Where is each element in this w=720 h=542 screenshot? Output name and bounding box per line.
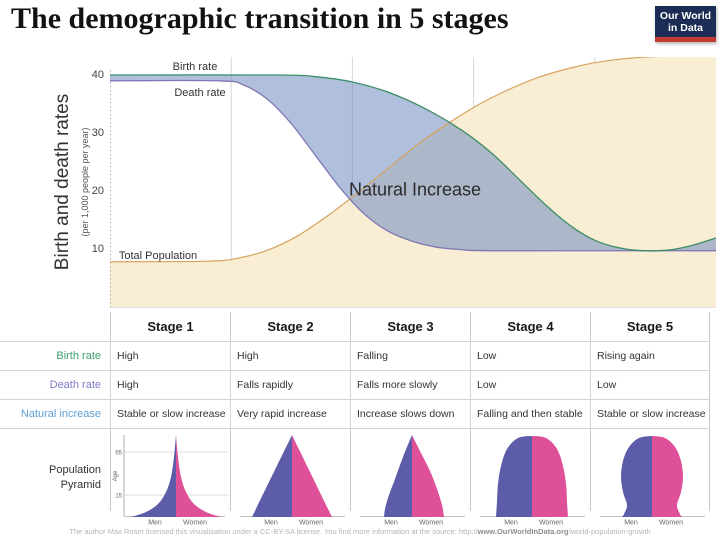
pyramid-women-label: Women: [183, 520, 207, 527]
y-tick-10: 10: [91, 243, 104, 255]
table-cell-r2-stage1: High: [110, 370, 230, 399]
pyramid-label-line2: Pyramid: [60, 478, 101, 491]
pyramid-women-label: Women: [539, 520, 563, 527]
logo-text-line1: Our World: [659, 10, 712, 22]
row-label-death-rate: Death rate: [0, 370, 110, 399]
pyramid-canvas-stage-1: 65 15 Age Men Women: [113, 435, 228, 527]
table-cell-r1-stage3: Falling: [350, 341, 470, 370]
table-cell-r2-stage5: Low: [590, 370, 710, 399]
population-pyramid-stage-3: Men Women: [350, 428, 470, 527]
stage-header-2: Stage 2: [230, 312, 350, 341]
table-cell-r3-stage4: Falling and then stable: [470, 399, 590, 428]
pyramid-canvas-stage-2: Men Women: [240, 435, 345, 527]
pyramid-men-half: [384, 435, 412, 517]
pyramid-women-half: [412, 435, 444, 517]
pyramid-men-label: Men: [148, 520, 162, 527]
stage-header-1: Stage 1: [110, 312, 230, 341]
total-population-curve-label: Total Population: [118, 250, 198, 262]
page-title: The demographic transition in 5 stages: [11, 2, 509, 35]
y-tick-20: 20: [91, 185, 104, 197]
logo-text-line2: in Data: [667, 22, 703, 34]
table-corner-cell: [0, 312, 110, 341]
y-axis-title: Birth and death rates: [52, 93, 73, 271]
pyramid-women-label: Women: [419, 520, 443, 527]
pyramid-men-half: [131, 435, 176, 517]
pyramid-women-label: Women: [659, 520, 683, 527]
pyramid-canvas-stage-5: Men Women: [600, 436, 705, 527]
y-tick-30: 30: [91, 127, 104, 139]
pyramid-men-label: Men: [264, 520, 278, 527]
total-population-line: [110, 57, 659, 263]
natural-increase-band-fill: [110, 74, 716, 251]
chart-canvas: [110, 57, 716, 308]
y-tick-40: 40: [91, 69, 104, 81]
population-pyramid-stage-1: 65 15 Age Men Women: [110, 428, 230, 527]
pyramid-men-half: [621, 436, 652, 517]
stage-header-4: Stage 4: [470, 312, 590, 341]
pyramid-men-label: Men: [624, 520, 638, 527]
pyramid-women-label: Women: [299, 520, 323, 527]
pyramid-men-label: Men: [384, 520, 398, 527]
population-pyramid-stage-5: Men Women: [590, 428, 710, 527]
natural-increase-annotation: Natural Increase: [348, 179, 482, 200]
death-rate-curve-label: Death rate: [174, 87, 226, 99]
pyramid-tick-15: 15: [115, 494, 122, 500]
population-pyramid-stage-2: Men Women: [230, 428, 350, 527]
row-label-birth-rate: Birth rate: [0, 341, 110, 370]
table-cell-r1-stage4: Low: [470, 341, 590, 370]
pyramid-men-half: [496, 436, 532, 517]
pyramid-canvas-stage-3: Men Women: [360, 435, 465, 527]
table-cell-r2-stage3: Falls more slowly: [350, 370, 470, 399]
pyramid-women-half: [532, 436, 568, 517]
logo-red-bar: [655, 37, 716, 42]
birth-rate-curve-label: Birth rate: [172, 61, 218, 73]
table-cell-r3-stage5: Stable or slow increase: [590, 399, 710, 428]
footer-text-pre: The author Max Roser licensed this visua…: [69, 527, 478, 536]
pyramid-canvas-stage-4: Men Women: [480, 436, 585, 527]
death-rate-line: [110, 79, 716, 252]
table-cell-r3-stage2: Very rapid increase: [230, 399, 350, 428]
table-cell-r2-stage4: Low: [470, 370, 590, 399]
y-axis-subtitle: (per 1,000 people per year): [80, 127, 90, 237]
demographic-transition-chart: Birth rate Death rate Total Population N…: [110, 57, 716, 308]
population-pyramid-stage-4: Men Women: [470, 428, 590, 527]
table-cell-r3-stage1: Stable or slow increase: [110, 399, 230, 428]
stage-header-3: Stage 3: [350, 312, 470, 341]
table-cell-r3-stage3: Increase slows down: [350, 399, 470, 428]
pyramid-women-half: [652, 436, 683, 517]
pyramid-women-half: [176, 435, 221, 517]
row-label-natural-increase: Natural increase: [0, 399, 110, 428]
table-cell-r1-stage5: Rising again: [590, 341, 710, 370]
pyramid-tick-65: 65: [115, 451, 122, 457]
table-cell-r1-stage1: High: [110, 341, 230, 370]
table-cell-r2-stage2: Falls rapidly: [230, 370, 350, 399]
pyramid-label-line1: Population: [49, 463, 101, 476]
footer-source-url: www.OurWorldInData.org: [477, 527, 569, 536]
stage-header-5: Stage 5: [590, 312, 710, 341]
footer-credit: The author Max Roser licensed this visua…: [0, 527, 720, 536]
table-cell-r1-stage2: High: [230, 341, 350, 370]
pyramid-age-axis-label: Age: [113, 470, 119, 481]
birth-rate-line: [110, 74, 716, 252]
pyramid-men-label: Men: [504, 520, 518, 527]
footer-text-post: /world-population-growth: [568, 527, 651, 536]
population-pyramid-row-label: Population Pyramid: [0, 428, 110, 526]
stage-comparison-table: Stage 1 Stage 2 Stage 3 Stage 4 Stage 5 Birth…: [0, 312, 710, 527]
pyramid-men-half: [252, 435, 292, 517]
pyramid-women-half: [292, 435, 332, 517]
owid-logo: Our World in Data: [655, 6, 716, 42]
